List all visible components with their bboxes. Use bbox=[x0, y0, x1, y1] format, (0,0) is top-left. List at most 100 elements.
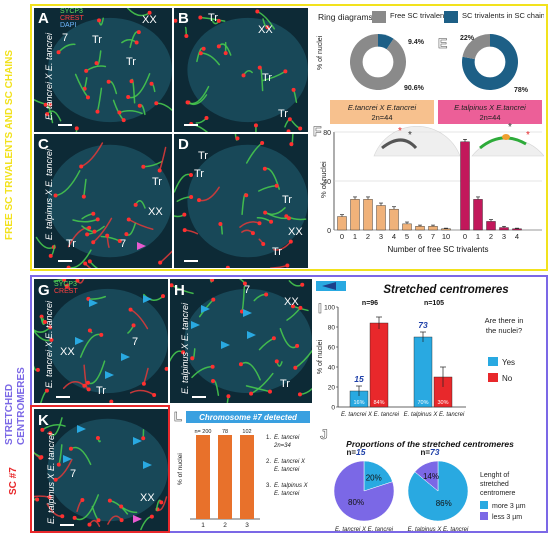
x-tick-label: 6 bbox=[418, 232, 422, 241]
n-count-label: 73 bbox=[418, 320, 428, 330]
arrowhead-icon bbox=[143, 461, 152, 469]
pie-value-label: 86% bbox=[436, 499, 452, 508]
n-label: n=96 bbox=[362, 300, 378, 307]
legend-chain-swatch bbox=[444, 11, 458, 23]
group-band-tancrei bbox=[330, 100, 434, 124]
x-tick-label: 1 bbox=[476, 232, 480, 241]
x-tick-label: 7 bbox=[431, 232, 435, 241]
y-tick-label: 20 bbox=[328, 385, 336, 392]
panel-letter-e: E bbox=[438, 35, 447, 51]
ring1-free-label: 90.6% bbox=[404, 85, 425, 92]
channel-sycp3: SYCP3 bbox=[60, 8, 83, 15]
channel-sycp3-g: SYCP3 bbox=[54, 281, 77, 288]
panel-letter-a: A bbox=[38, 10, 49, 27]
panel-letter-l: L bbox=[174, 409, 182, 424]
panel-l: L Chromosome #7 detected % of nuclei 1 n=… bbox=[172, 409, 312, 531]
micrograph-panel-b bbox=[174, 8, 308, 132]
legend-num: 2. bbox=[266, 459, 271, 465]
bar bbox=[402, 223, 412, 231]
scale-bar-g bbox=[56, 396, 70, 398]
micrograph-image bbox=[174, 9, 308, 132]
pie-slice bbox=[333, 460, 395, 522]
bar bbox=[428, 226, 438, 231]
micrograph-panel-k bbox=[34, 409, 168, 531]
bar bbox=[415, 226, 425, 231]
bar bbox=[218, 435, 232, 519]
x-tick-label: 10 bbox=[442, 232, 450, 241]
label-a-xx: XX bbox=[142, 14, 157, 26]
label-k-7: 7 bbox=[70, 468, 77, 480]
pie-value-label: 80% bbox=[348, 498, 364, 507]
label-g-tr: Tr bbox=[96, 385, 106, 397]
chart-l-ylabel: % of nuclei bbox=[177, 453, 184, 485]
legend-name: E. talpinus X bbox=[274, 483, 309, 489]
arrowhead-icon bbox=[89, 299, 98, 307]
schematic-left-star: * bbox=[408, 130, 412, 141]
label-g-7: 7 bbox=[132, 336, 139, 348]
legend-title-line2: the nuclei? bbox=[486, 326, 522, 335]
micrograph-image bbox=[35, 142, 172, 268]
legend-n: E. tancrei bbox=[274, 491, 300, 497]
arrowhead-icon bbox=[191, 321, 200, 329]
legend-free-swatch bbox=[372, 11, 386, 23]
group-name-tancrei: E.tancrei X E.tancrei bbox=[348, 103, 417, 112]
x-tick-label: 4 bbox=[392, 232, 396, 241]
legend-num: 3. bbox=[266, 483, 271, 489]
label-c-tr2: Tr bbox=[66, 238, 76, 250]
micrograph-image bbox=[174, 134, 308, 268]
panel-letter-j: J bbox=[320, 426, 328, 442]
side-title-stretched: STRETCHED CENTROMERES bbox=[4, 367, 28, 445]
micrograph-panel-a bbox=[34, 8, 172, 132]
legend-name: E. tancrei X bbox=[274, 459, 306, 465]
panel-i-j: Stretched centromeres I 0 20 40 60 80 100 % of… bbox=[314, 279, 546, 533]
bar-value-label: 30% bbox=[437, 400, 448, 406]
panel-letter-k: K bbox=[38, 412, 49, 429]
legend-n: 2n=34 bbox=[273, 443, 292, 449]
x-tick-label: E. tancrei X E. tancrei bbox=[341, 412, 400, 418]
scale-bar-k bbox=[60, 524, 74, 526]
schematic-left-sc bbox=[381, 138, 418, 150]
pie-legend-label: more 3 µm bbox=[492, 503, 526, 510]
y-tick-label: 40 bbox=[328, 365, 336, 372]
x-axis-label: Number of free SC trivalents bbox=[388, 245, 489, 254]
pie-n-label: 73 bbox=[430, 447, 440, 457]
bar bbox=[512, 228, 522, 231]
group-name-talpinus: E.talpinus X E.tancrei bbox=[454, 103, 526, 112]
chart-l-title-bg bbox=[186, 411, 310, 423]
group-n-tancrei: 2n=44 bbox=[371, 113, 392, 122]
legend-label: No bbox=[502, 374, 513, 383]
ring-hole bbox=[474, 46, 506, 78]
label-d-tr4: Tr bbox=[272, 246, 282, 258]
ring-chart-talpinus bbox=[462, 34, 518, 90]
n-label: n= 200 bbox=[195, 429, 212, 435]
bar bbox=[486, 221, 496, 231]
arrowhead-icon bbox=[75, 337, 84, 345]
micrograph-panel-d bbox=[174, 134, 308, 268]
pie-value-label: 20% bbox=[366, 474, 382, 483]
chart-j-title: Proportions of the stretched centromeres bbox=[346, 439, 514, 449]
panel-letter-c: C bbox=[38, 136, 49, 153]
panel-letter-f: F bbox=[313, 123, 322, 139]
bar-value-label: 70% bbox=[417, 400, 428, 406]
scale-bar-h bbox=[192, 396, 206, 398]
bar bbox=[389, 208, 399, 231]
arrowhead-icon bbox=[63, 455, 72, 463]
schematic-left bbox=[373, 126, 461, 157]
panel-letter-h: H bbox=[174, 282, 185, 299]
y-tick-label: 80 bbox=[323, 130, 331, 137]
label-d-tr1: Tr bbox=[198, 150, 208, 162]
x-tick-label: 0 bbox=[463, 232, 467, 241]
arrowhead-icon bbox=[105, 371, 114, 379]
x-tick-label: E. talpinus X E. tancrei bbox=[404, 412, 465, 418]
bar-value-label: 16% bbox=[353, 400, 364, 406]
panel-f-ylabel: % of nuclei bbox=[319, 161, 328, 198]
frame-sc7 bbox=[30, 405, 170, 533]
y-axis-label: % of nuclei bbox=[317, 339, 324, 374]
scale-bar-b bbox=[184, 124, 198, 126]
arrow-icon bbox=[322, 282, 336, 290]
legend-swatch bbox=[488, 357, 498, 366]
bar bbox=[350, 199, 360, 231]
panel-letter-i: I bbox=[318, 300, 322, 316]
